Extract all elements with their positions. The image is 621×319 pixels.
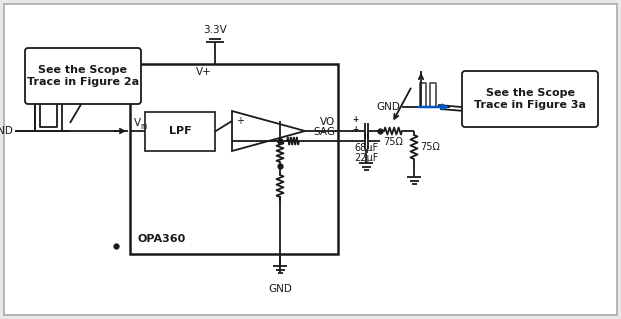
FancyBboxPatch shape	[462, 71, 598, 127]
Text: V: V	[134, 118, 141, 128]
FancyBboxPatch shape	[25, 48, 141, 104]
Text: 68μF: 68μF	[354, 143, 378, 153]
Text: GND: GND	[268, 284, 292, 294]
Text: OPA360: OPA360	[138, 234, 186, 244]
FancyBboxPatch shape	[4, 4, 617, 315]
Text: VO: VO	[320, 117, 335, 127]
Text: SAG: SAG	[313, 127, 335, 137]
Text: 75Ω: 75Ω	[383, 137, 403, 147]
Text: +: +	[236, 116, 244, 126]
Text: 3.3V: 3.3V	[203, 25, 227, 35]
Text: +: +	[352, 115, 358, 124]
Text: GND: GND	[376, 102, 400, 112]
Text: 22μF: 22μF	[354, 153, 378, 163]
Text: See the Scope
Trace in Figure 2a: See the Scope Trace in Figure 2a	[27, 65, 139, 87]
Text: LPF: LPF	[169, 127, 191, 137]
Text: IN: IN	[140, 124, 147, 130]
Text: GND: GND	[0, 126, 13, 136]
Text: V+: V+	[196, 67, 212, 77]
Text: +: +	[352, 125, 358, 134]
Bar	[145, 112, 215, 151]
Text: 75Ω: 75Ω	[420, 142, 440, 152]
Text: -: -	[238, 136, 242, 146]
Bar	[130, 64, 338, 254]
Text: See the Scope
Trace in Figure 3a: See the Scope Trace in Figure 3a	[474, 88, 586, 110]
